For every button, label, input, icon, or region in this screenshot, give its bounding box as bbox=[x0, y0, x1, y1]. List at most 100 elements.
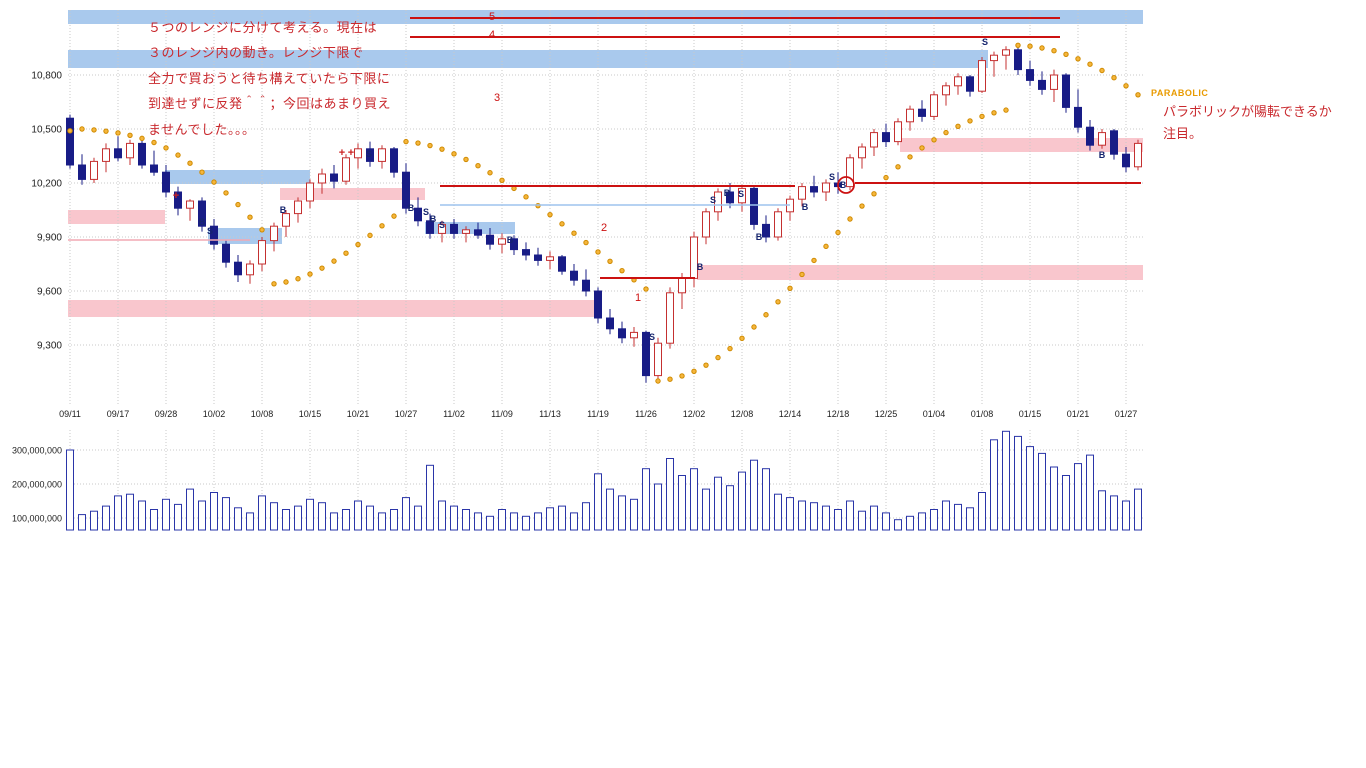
volume-bar bbox=[678, 475, 686, 531]
range-number: 2 bbox=[601, 222, 607, 234]
buy-marker: B bbox=[199, 217, 206, 227]
candle-body bbox=[870, 132, 878, 148]
sar-dot bbox=[691, 368, 697, 374]
candle-body bbox=[126, 142, 134, 159]
sell-marker: S bbox=[366, 149, 372, 159]
date-axis-label: 01/04 bbox=[923, 409, 946, 419]
sar-dot bbox=[367, 232, 373, 239]
candle-body bbox=[486, 234, 494, 245]
candle-body bbox=[1134, 142, 1142, 168]
volume-bar bbox=[642, 468, 650, 531]
sar-dot bbox=[1015, 42, 1021, 48]
candle-body bbox=[342, 157, 350, 182]
buy-marker: B bbox=[430, 214, 437, 224]
candle-body bbox=[294, 200, 302, 215]
sar-dot bbox=[331, 258, 337, 264]
volume-bar bbox=[906, 515, 914, 531]
sar-dot bbox=[1075, 56, 1081, 62]
date-axis-label: 11/26 bbox=[635, 409, 657, 419]
volume-bar bbox=[786, 497, 794, 531]
candle-body bbox=[318, 173, 326, 184]
sell-marker: S bbox=[829, 172, 835, 182]
sell-marker: S bbox=[738, 189, 744, 199]
range-band bbox=[697, 265, 1143, 280]
volume-bar bbox=[258, 495, 266, 531]
volume-bar bbox=[1062, 475, 1070, 531]
candle-body bbox=[1098, 132, 1106, 146]
volume-bar bbox=[546, 507, 554, 531]
volume-bar bbox=[342, 509, 350, 531]
sell-marker: S bbox=[982, 37, 988, 47]
candle-body bbox=[906, 108, 914, 123]
sar-dot bbox=[751, 324, 757, 330]
volume-bar bbox=[1050, 466, 1058, 531]
sar-dot bbox=[1087, 61, 1093, 67]
sar-dot bbox=[463, 156, 469, 163]
sar-dot bbox=[1039, 45, 1045, 51]
candle-body bbox=[522, 249, 530, 256]
volume-bar bbox=[450, 505, 458, 531]
sar-dot bbox=[451, 151, 457, 157]
sar-dot bbox=[619, 267, 625, 274]
date-axis-label: 12/25 bbox=[875, 409, 898, 419]
sar-dot bbox=[787, 285, 793, 291]
candle-body bbox=[738, 187, 746, 204]
candle-body bbox=[846, 157, 854, 188]
sar-dot bbox=[595, 249, 601, 255]
sar-dot bbox=[67, 128, 73, 134]
candle-body bbox=[258, 240, 266, 265]
sar-dot bbox=[355, 241, 361, 248]
sar-dot bbox=[811, 257, 817, 264]
sar-dot bbox=[523, 194, 529, 200]
date-axis-label: 09/28 bbox=[155, 409, 178, 419]
volume-bar bbox=[1134, 488, 1142, 531]
candle-body bbox=[1014, 49, 1022, 71]
volume-bar bbox=[894, 519, 902, 531]
candle-body bbox=[570, 270, 578, 281]
candle-body bbox=[222, 243, 230, 263]
sar-dot bbox=[799, 271, 805, 278]
volume-bar bbox=[366, 505, 374, 531]
candle-body bbox=[798, 186, 806, 200]
candle-body bbox=[462, 229, 470, 234]
parabolic-indicator-label: PARABOLIC bbox=[1151, 88, 1209, 98]
volume-bar bbox=[354, 500, 362, 531]
sar-dot bbox=[991, 110, 997, 116]
date-axis-label: 11/13 bbox=[539, 409, 561, 419]
date-axis-label: 10/02 bbox=[203, 409, 226, 419]
date-axis-label: 01/27 bbox=[1115, 409, 1138, 419]
candle-body bbox=[774, 211, 782, 238]
sar-dot bbox=[931, 137, 937, 143]
date-axis-label: 10/15 bbox=[299, 409, 322, 419]
candle-body bbox=[1074, 106, 1082, 128]
volume-bar bbox=[522, 515, 530, 531]
highlight-circle bbox=[837, 176, 855, 194]
note-line-4: 到達せずに反発＾＾；今回はあまり買え bbox=[148, 96, 392, 112]
volume-bar bbox=[858, 510, 866, 531]
volume-bar bbox=[378, 512, 386, 531]
candle-body bbox=[246, 263, 254, 276]
candle-body bbox=[114, 148, 122, 159]
candle-body bbox=[198, 200, 206, 227]
sar-dot bbox=[439, 146, 445, 152]
volume-bar bbox=[582, 502, 590, 531]
sar-dot bbox=[883, 174, 889, 181]
volume-bar bbox=[1014, 435, 1022, 531]
volume-bar bbox=[162, 498, 170, 531]
candle-body bbox=[966, 76, 974, 92]
candle-body bbox=[186, 200, 194, 209]
candle-body bbox=[1026, 69, 1034, 81]
sar-dot bbox=[139, 135, 145, 142]
range-numbers-layer: 5 4 3 2 1 bbox=[489, 11, 641, 304]
candle-body bbox=[858, 146, 866, 159]
volume-bar bbox=[570, 512, 578, 531]
buy-marker: B bbox=[802, 202, 809, 212]
candle-body bbox=[366, 148, 374, 162]
buy-marker: B bbox=[840, 180, 847, 190]
volume-bar bbox=[1002, 430, 1010, 531]
sell-marker: S bbox=[439, 220, 445, 230]
candle-body bbox=[822, 182, 830, 193]
candle-body bbox=[642, 331, 650, 377]
date-axis-label: 11/09 bbox=[491, 409, 513, 419]
